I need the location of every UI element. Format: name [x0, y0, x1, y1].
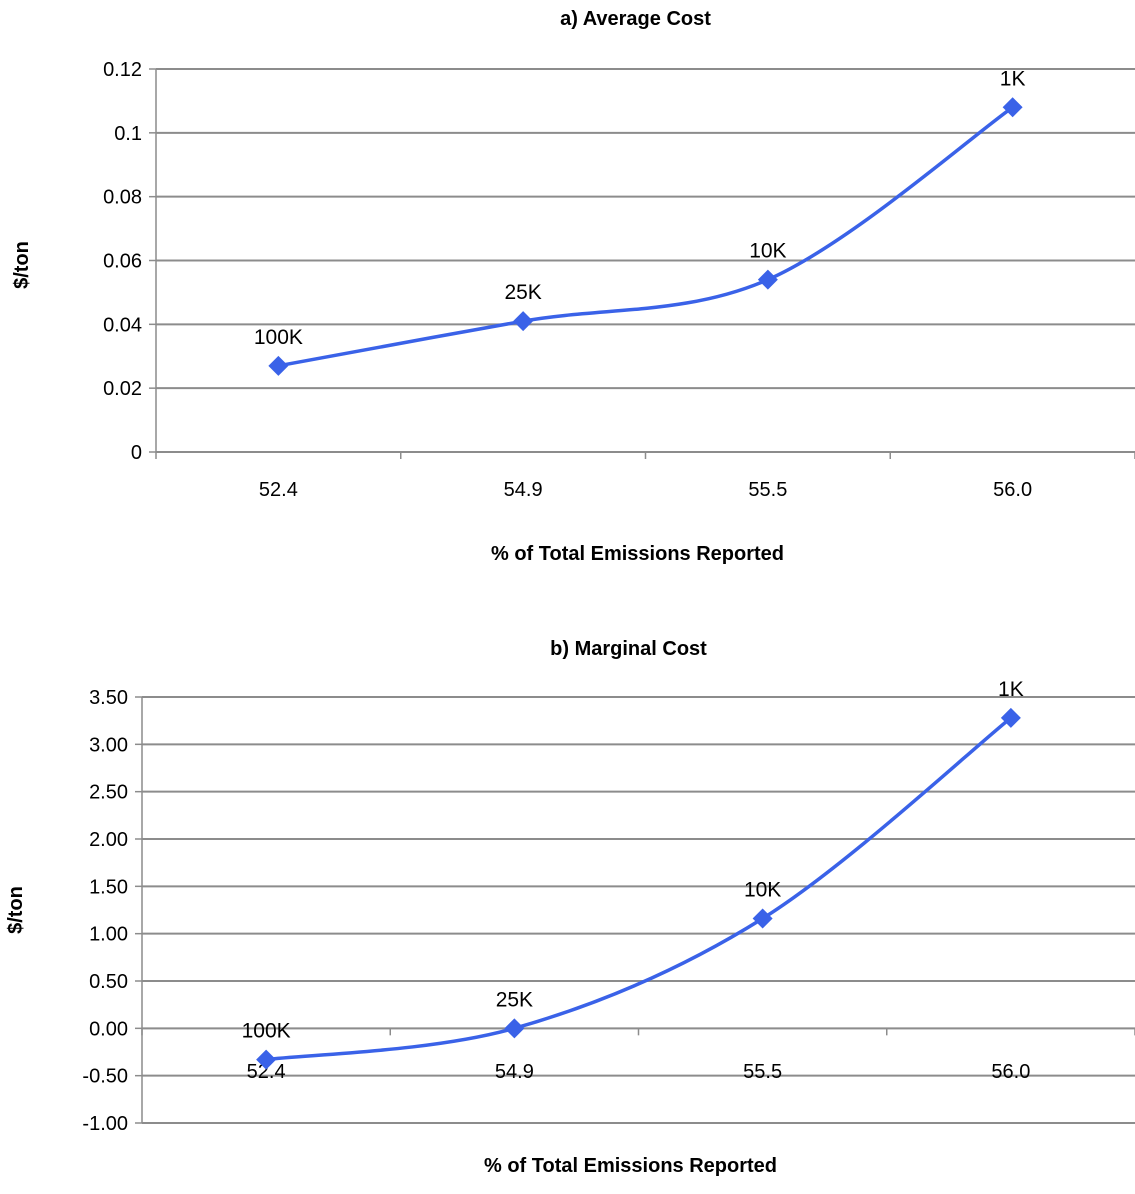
data-point-label: 25K	[504, 281, 541, 304]
chart-title: b) Marginal Cost	[550, 638, 707, 660]
x-tick-label: 55.5	[748, 479, 787, 501]
data-point-label: 10K	[744, 879, 781, 902]
data-point-marker	[256, 1049, 277, 1070]
data-point-label: 25K	[496, 988, 533, 1011]
y-tick-label: -0.50	[82, 1066, 128, 1088]
y-tick-label: 0.06	[103, 251, 142, 273]
y-tick-label: 0.04	[103, 314, 142, 336]
y-tick-label: -1.00	[82, 1113, 128, 1135]
data-point-marker	[504, 1018, 525, 1039]
y-tick-label: 0	[131, 442, 142, 464]
x-tick-label: 56.0	[993, 479, 1032, 501]
data-point-marker	[757, 269, 778, 290]
y-tick-label: 0.00	[89, 1018, 128, 1040]
y-tick-label: 2.50	[89, 782, 128, 804]
y-axis-label: $/ton	[5, 886, 27, 934]
data-point-marker	[752, 908, 773, 929]
y-tick-label: 0.50	[89, 971, 128, 993]
x-tick-label: 52.4	[247, 1061, 286, 1083]
y-tick-label: 3.50	[89, 687, 128, 709]
data-point-label: 100K	[254, 326, 303, 349]
data-point-label: 100K	[242, 1020, 291, 1043]
data-point-marker	[1000, 707, 1021, 728]
y-tick-label: 3.00	[89, 734, 128, 756]
y-tick-label: 0.02	[103, 378, 142, 400]
x-tick-label: 52.4	[259, 479, 298, 501]
y-tick-label: 1.50	[89, 876, 128, 898]
y-tick-label: 0.08	[103, 187, 142, 209]
chart-title: a) Average Cost	[560, 8, 711, 30]
y-axis-label: $/ton	[11, 241, 33, 289]
data-point-marker	[1002, 97, 1023, 118]
y-tick-label: 0.12	[103, 59, 142, 81]
x-tick-label: 54.9	[495, 1061, 534, 1083]
data-point-marker	[513, 311, 534, 332]
y-tick-label: 2.00	[89, 829, 128, 851]
y-tick-label: 0.1	[114, 123, 142, 145]
series-line	[265, 716, 1012, 1062]
x-axis-label: % of Total Emissions Reported	[491, 543, 784, 565]
x-tick-label: 55.5	[743, 1061, 782, 1083]
data-point-label: 1K	[998, 678, 1024, 701]
x-axis-label: % of Total Emissions Reported	[484, 1155, 777, 1177]
series-line	[278, 105, 1014, 368]
data-point-marker	[268, 355, 289, 376]
data-point-label: 1K	[1000, 67, 1026, 90]
data-point-label: 10K	[749, 240, 786, 263]
x-tick-label: 56.0	[991, 1061, 1030, 1083]
x-tick-label: 54.9	[504, 479, 543, 501]
y-tick-label: 1.00	[89, 924, 128, 946]
